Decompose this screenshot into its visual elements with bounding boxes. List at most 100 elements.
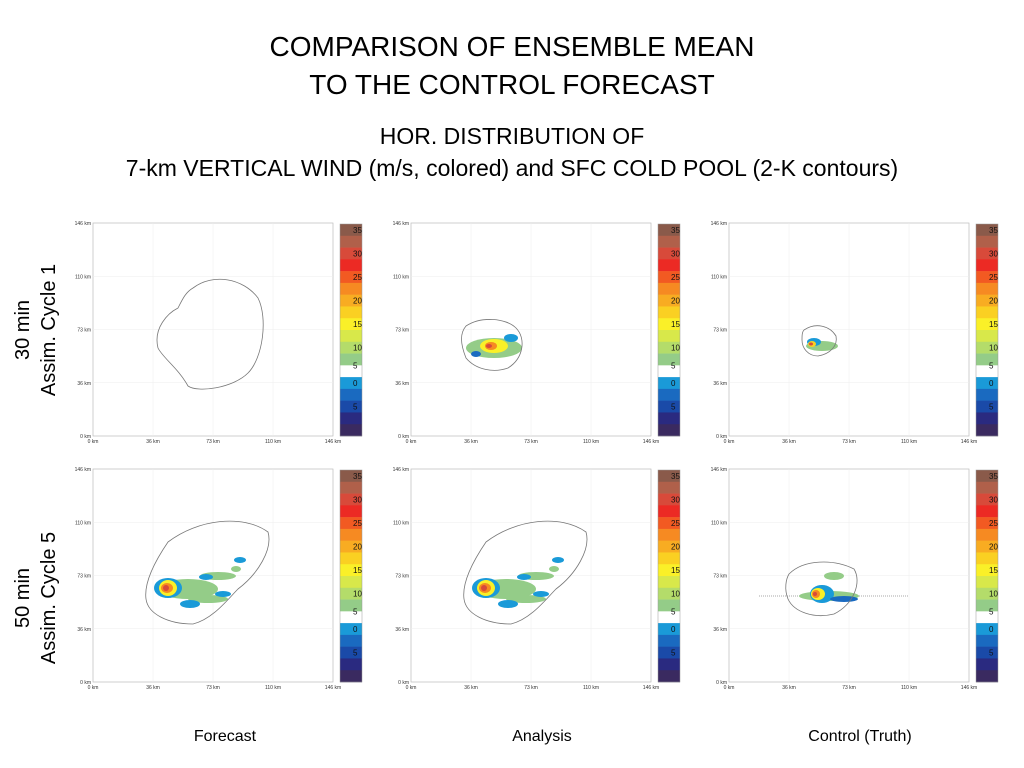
colorbar-label: 10 [353, 590, 362, 599]
column-label-analysis: Analysis [512, 728, 572, 745]
colorbar-label: 5 [671, 361, 676, 370]
colorbar-label: 10 [989, 590, 998, 599]
y-tick-label: 0 km [80, 680, 91, 686]
colorbar-segment [340, 330, 362, 343]
colorbar-segment [658, 552, 680, 565]
colorbar-label: 30 [989, 249, 998, 258]
colorbar-label: 35 [989, 472, 998, 481]
wind-shading [517, 574, 531, 580]
x-tick-label: 110 km [265, 439, 281, 445]
x-tick-label: 0 km [724, 685, 735, 691]
colorbar-segment [340, 552, 362, 565]
wind-shading [552, 557, 564, 563]
colorbar-segment [340, 377, 362, 390]
colorbar-segment [658, 224, 680, 237]
colorbar-label: 20 [989, 297, 998, 306]
colorbar-segment [658, 611, 680, 624]
colorbar-segment [658, 294, 680, 307]
subtitle: HOR. DISTRIBUTION OF 7-km VERTICAL WIND … [0, 120, 1024, 184]
colorbar-segment [340, 634, 362, 647]
colorbar-segment [658, 576, 680, 589]
colorbar-segment [976, 388, 998, 401]
panel-r1c1: 146 km 110 km 73 km 36 km 0 km 0 km 36 km 73 km… [68, 218, 368, 448]
y-tick-label: 110 km [711, 520, 727, 526]
subtitle-line-1: HOR. DISTRIBUTION OF [379, 123, 645, 149]
colorbar-segment [658, 388, 680, 401]
colorbar-segment [976, 377, 998, 390]
colorbar-segment [340, 646, 362, 659]
colorbar-segment [340, 412, 362, 425]
x-tick-label: 110 km [265, 685, 281, 691]
colorbar-segment [658, 634, 680, 647]
colorbar-segment [340, 424, 362, 437]
wind-shading [504, 334, 518, 342]
colorbar-segment [976, 517, 998, 530]
colorbar-segment [976, 282, 998, 295]
x-tick-label: 110 km [583, 439, 599, 445]
colorbar-label: 15 [989, 320, 998, 329]
panel-r1c2: 146 km 110 km 73 km 36 km 0 km 0 km 36 km 73 km… [386, 218, 686, 448]
colorbar-segment [340, 306, 362, 319]
column-label-forecast: Forecast [193, 728, 257, 745]
column-label-control: Control (Truth) [808, 728, 912, 745]
colorbar-segment [658, 517, 680, 530]
y-tick-label: 73 km [77, 574, 91, 580]
colorbar-label: 5 [671, 607, 676, 616]
colorbar-label: 20 [353, 297, 362, 306]
colorbar-segment [658, 259, 680, 272]
colorbar-segment [658, 481, 680, 494]
y-tick-label: 36 km [77, 627, 91, 633]
colorbar-label: 20 [671, 543, 680, 552]
colorbar-segment [340, 658, 362, 671]
x-tick-label: 36 km [464, 685, 478, 691]
colorbar-label: 5 [353, 607, 358, 616]
colorbar-segment [976, 634, 998, 647]
y-tick-label: 73 km [77, 328, 91, 334]
colorbar-segment [658, 330, 680, 343]
colorbar-segment [340, 599, 362, 612]
x-tick-label: 0 km [724, 439, 735, 445]
colorbar-segment [340, 611, 362, 624]
wind-shading [830, 596, 858, 602]
panel-r2c1: 146 km 110 km 73 km 36 km 0 km 0 km 36 km 73 km… [68, 464, 368, 694]
colorbar-segment [340, 282, 362, 295]
colorbar-label: 15 [353, 320, 362, 329]
colorbar-segment [658, 412, 680, 425]
colorbar-label: 35 [671, 226, 680, 235]
x-tick-label: 146 km [643, 439, 659, 445]
colorbar-segment [976, 247, 998, 260]
colorbar-segment [658, 670, 680, 683]
wind-shading [549, 566, 559, 572]
colorbar-segment [340, 670, 362, 683]
colorbar-segment [340, 470, 362, 483]
colorbar-segment [658, 564, 680, 577]
cold-pool-contour [785, 561, 858, 616]
x-tick-label: 73 km [524, 685, 538, 691]
wind-shading [813, 592, 817, 596]
wind-shading [234, 557, 246, 563]
colorbar-label: 0 [989, 379, 994, 388]
y-tick-label: 110 km [393, 520, 409, 526]
x-tick-label: 146 km [961, 685, 977, 691]
colorbar-label: 30 [353, 249, 362, 258]
colorbar-segment [658, 658, 680, 671]
colorbar-segment [658, 306, 680, 319]
colorbar-label: 5 [353, 649, 358, 658]
x-tick-label: 0 km [406, 439, 417, 445]
colorbar-label: 15 [989, 566, 998, 575]
colorbar-label: 0 [989, 625, 994, 634]
y-tick-label: 146 km [393, 221, 409, 227]
colorbar-label: 25 [671, 519, 680, 528]
panel-svg-r2c3: 146 km 110 km 73 km 36 km 0 km0 km 36 km 73 km… [711, 467, 999, 691]
x-tick-label: 36 km [146, 439, 160, 445]
wind-shading [498, 600, 518, 608]
y-tick-label: 110 km [75, 520, 91, 526]
y-tick-label: 36 km [713, 627, 727, 633]
y-tick-label: 0 km [716, 434, 727, 440]
colorbar-segment [976, 587, 998, 600]
colorbar-label: 5 [989, 607, 994, 616]
panel-r1c3: 146 km 110 km 73 km 36 km 0 km 0 km 36 km 73 km… [704, 218, 1004, 448]
colorbar-segment [658, 470, 680, 483]
colorbar-segment [340, 353, 362, 366]
colorbar-segment [976, 400, 998, 413]
